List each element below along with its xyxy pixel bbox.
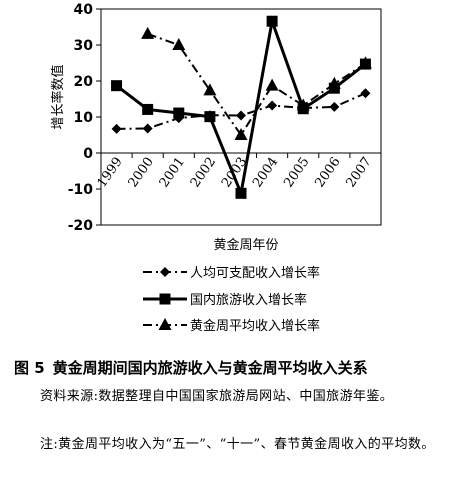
legend-marker	[160, 267, 170, 277]
series-2-point	[204, 111, 216, 123]
series-1	[111, 88, 371, 134]
figure-number: 图 5	[14, 359, 45, 377]
x-tick-label: 2007	[343, 155, 374, 191]
series-2-point	[142, 103, 154, 115]
series-1-point	[360, 88, 371, 99]
legend-item-2: 国内旅游收入增长率	[143, 292, 307, 308]
legend-label: 黄金周平均收入增长率	[190, 318, 320, 334]
series-3-point	[141, 26, 155, 39]
y-tick-label: 30	[74, 38, 94, 54]
series-2-point	[235, 187, 247, 199]
x-tick-label: 2004	[250, 155, 281, 191]
series-1-point	[267, 100, 278, 111]
x-tick-label: 2005	[281, 155, 312, 191]
legend-marker	[158, 318, 172, 330]
source-note: 资料来源:数据整理自中国国家旅游局网站、中国旅游年鉴。	[40, 389, 394, 404]
legend-item-1: 人均可支配收入增长率	[143, 265, 320, 281]
series-3-point	[234, 128, 248, 140]
legend-label: 国内旅游收入增长率	[190, 292, 307, 308]
series-3-point	[203, 83, 217, 96]
figure-title: 黄金周期间国内旅游收入与黄金周平均收入关系	[52, 359, 368, 377]
y-tick-label: 10	[74, 110, 94, 126]
x-tick-label: 2000	[126, 155, 157, 191]
x-tick-label: 2002	[188, 155, 219, 191]
series-3-point	[265, 78, 279, 91]
series-3-point	[327, 76, 341, 89]
series-2-point	[111, 80, 123, 92]
legend-item-3: 黄金周平均收入增长率	[143, 318, 320, 334]
series-2-point	[266, 15, 278, 27]
series-3	[141, 26, 372, 140]
series-1-line	[116, 92, 366, 130]
series-1-point	[142, 123, 153, 134]
series-1-point	[111, 123, 122, 134]
series-3-point	[358, 56, 372, 69]
y-tick-label: -20	[68, 218, 94, 234]
x-tick-label: 1999	[95, 155, 126, 191]
series-3-point	[296, 98, 310, 111]
x-axis-title: 黄金周年份	[213, 237, 278, 253]
series-1-point	[329, 101, 340, 112]
y-tick-label: 20	[74, 74, 94, 90]
y-tick-label: -10	[68, 182, 94, 198]
x-tick-label: 2001	[157, 155, 188, 191]
legend-marker	[159, 293, 171, 305]
figure-caption: 图 5 黄金周期间国内旅游收入与黄金周平均收入关系	[14, 357, 459, 378]
x-tick-label: 2006	[312, 155, 343, 191]
footnote: 注:黄金周平均收入为“五一”、“十一”、春节黄金周收入的平均数。	[40, 437, 435, 452]
y-axis-title: 增长率数值	[50, 64, 66, 129]
series-1-point	[236, 110, 246, 121]
y-tick-label: 0	[83, 146, 93, 162]
series-3-point	[172, 38, 186, 50]
y-tick-label: 40	[74, 2, 94, 18]
series-2-point	[173, 107, 185, 119]
legend-label: 人均可支配收入增长率	[190, 265, 320, 281]
